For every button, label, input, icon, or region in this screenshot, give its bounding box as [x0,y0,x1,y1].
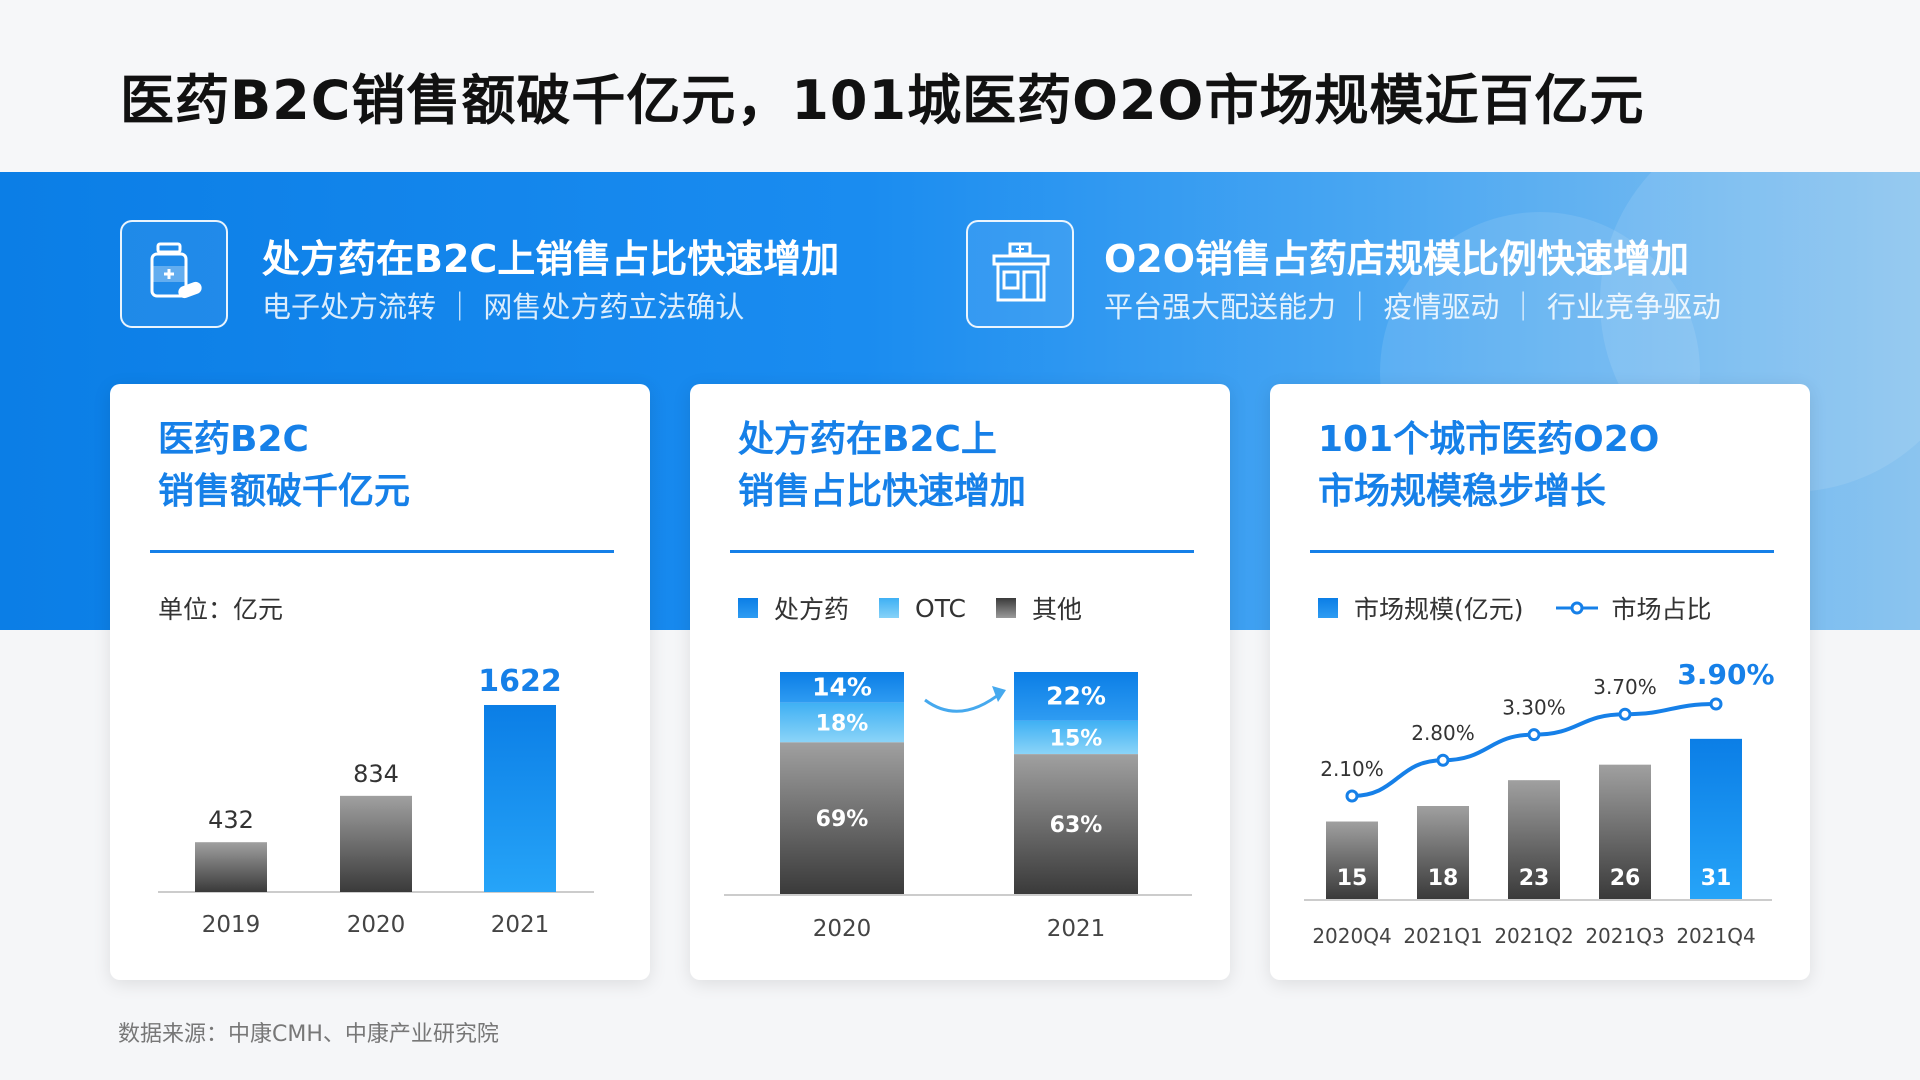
line-point [1709,697,1723,711]
stack-segment [780,742,904,894]
line-point [1436,753,1450,767]
card-title-line: 医药B2C [158,419,309,460]
card-title: 101个城市医药O2O 市场规模稳步增长 [1318,414,1659,518]
source-note: 数据来源：中康CMH、中康产业研究院 [118,1022,499,1047]
x-tick-label: 2021Q3 [1585,924,1664,948]
x-tick-label: 2020Q4 [1312,924,1391,948]
segment-label: 14% [812,672,872,701]
stack-segment [780,702,904,743]
legend-swatch [879,598,900,618]
card-divider [150,550,614,553]
b2c-sales-card: 医药B2C 销售额破千亿元 单位：亿元 432 2019 834 2020 1622 20… [110,384,650,980]
line-label: 3.70% [1593,675,1657,699]
card-title-line: 处方药在B2C上 [738,419,997,460]
x-tick-label: 2021Q2 [1494,924,1573,948]
legend-swatch [1318,598,1338,618]
legend-item: 市场占比 [1554,590,1712,626]
o2o-market-chart: 15 2020Q4 18 2021Q1 23 2021Q2 26 2021Q3 31 2021Q4… [1304,658,1775,948]
segment-label: 69% [816,807,869,832]
segment-label: 22% [1046,681,1106,710]
unit-label: 单位：亿元 [158,595,284,624]
x-tick-label: 2020 [347,912,406,938]
legend-label: 其他 [1031,595,1082,624]
bar [484,704,556,892]
bar [1508,780,1560,899]
title-bar: 医药B2C销售额破千亿元，101城医药O2O市场规模近百亿元 [0,0,1920,172]
bar [1599,764,1651,899]
x-tick-label: 2020 [813,916,872,942]
highlight-subtitle: 电子处方流转 ｜ 网售处方药立法确认 [262,290,745,324]
card-title-line: 市场规模稳步增长 [1318,471,1607,512]
bar-label: 15 [1337,866,1368,891]
pharmacy-store-icon [966,220,1074,328]
x-tick-label: 2019 [202,912,261,938]
data-label: 834 [353,760,399,788]
line-label: 2.10% [1320,757,1384,781]
line-label: 3.90% [1677,658,1774,691]
bar [195,842,267,892]
card-title-line: 101个城市医药O2O [1318,419,1660,460]
legend-item: 其他 [995,590,1082,626]
legend-item: 处方药 [738,590,849,626]
medicine-bottle-icon [120,220,228,328]
rx-share-chart: 14% 18% 69% 2020 22% 15% 63% 2021 [724,672,1192,942]
rx-share-card: 处方药在B2C上 销售占比快速增加 处方药 OTC 其他 14% 18% 69% 20… [690,384,1230,980]
bar-label: 18 [1428,866,1459,891]
x-tick-label: 2021 [1047,916,1106,942]
bar-label: 31 [1701,866,1732,891]
highlight-title: O2O销售占药店规模比例快速增加 [1104,237,1690,281]
b2c-sales-chart: 432 2019 834 2020 1622 2021 [158,664,594,938]
bar [1690,738,1742,899]
stack-segment [780,672,904,703]
bar-label: 26 [1610,866,1641,891]
card-divider [1310,550,1774,553]
highlight-title: 处方药在B2C上销售占比快速增加 [262,237,840,281]
stack-segment [1014,720,1138,755]
line-point [1618,707,1632,721]
bar-label: 23 [1519,866,1550,891]
segment-label: 18% [816,712,869,737]
segment-label: 63% [1050,813,1103,838]
trend-arrowhead [992,686,1006,702]
o2o-market-card: 101个城市医药O2O 市场规模稳步增长 市场规模(亿元) 市场占比 15 202… [1270,384,1810,980]
stack-segment [1014,754,1138,894]
legend-swatch [995,598,1016,618]
data-label: 1622 [478,664,562,699]
legend-item: OTC [879,594,966,623]
card-title: 处方药在B2C上 销售占比快速增加 [738,414,1026,518]
bar [1326,821,1378,899]
x-tick-label: 2021Q4 [1676,924,1755,948]
card-title-line: 销售额破千亿元 [158,471,411,512]
legend-label: 处方药 [774,595,850,624]
line-label: 2.80% [1411,721,1475,745]
line-label: 3.30% [1502,696,1566,720]
bar [1417,806,1469,899]
card-title: 医药B2C 销售额破千亿元 [158,414,410,518]
chart-legend: 处方药 OTC 其他 [738,590,1112,626]
legend-swatch [738,598,758,618]
legend-label: OTC [915,593,966,623]
chart-legend: 市场规模(亿元) 市场占比 [1318,590,1742,626]
line-point [1527,728,1541,742]
x-tick-label: 2021Q1 [1403,924,1482,948]
page-title: 医药B2C销售额破千亿元，101城医药O2O市场规模近百亿元 [120,69,1645,132]
legend-label: 市场占比 [1611,595,1712,624]
legend-item: 市场规模(亿元) [1318,590,1524,626]
segment-label: 15% [1050,726,1103,751]
line-point [1345,789,1359,803]
bar [340,795,412,892]
trend-arrow [924,690,1003,713]
data-label: 432 [208,806,254,834]
x-tick-label: 2021 [491,912,550,938]
highlight-subtitle: 平台强大配送能力 ｜ 疫情驱动 ｜ 行业竞争驱动 [1104,290,1721,324]
line-legend-marker [1555,601,1598,615]
card-title-line: 销售占比快速增加 [738,471,1027,512]
legend-label: 市场规模(亿元) [1354,595,1524,624]
card-divider [730,550,1194,553]
stack-segment [1014,672,1138,721]
